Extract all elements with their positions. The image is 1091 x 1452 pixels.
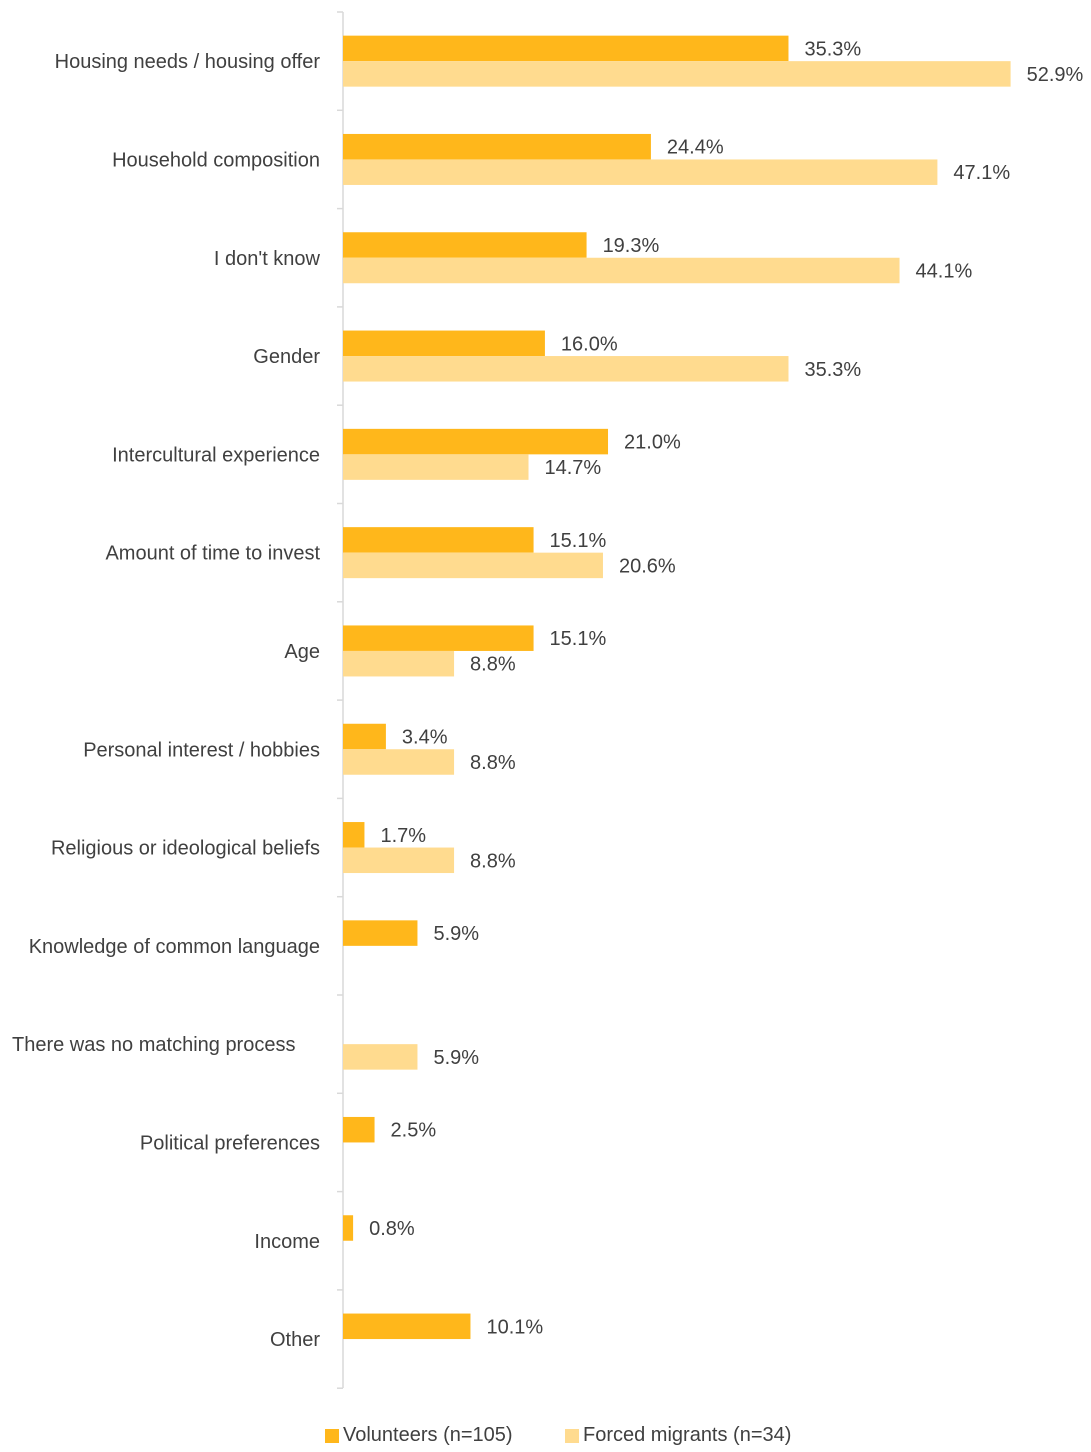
bar-forced-migrants-housing-needs-housing-offer	[343, 61, 1011, 87]
category-label-intercultural-experience: Intercultural experience	[112, 444, 320, 466]
data-label-forced-migrants-household-composition: 47.1%	[953, 162, 1010, 184]
bar-forced-migrants-intercultural-experience	[343, 454, 529, 480]
data-label-forced-migrants-religious-or-ideological-beliefs: 8.8%	[470, 850, 516, 872]
bar-volunteers-other	[343, 1313, 471, 1340]
bar-forced-migrants-gender	[343, 356, 789, 382]
category-label-knowledge-of-common-language: Knowledge of common language	[29, 936, 320, 958]
data-label-forced-migrants-housing-needs-housing-offer: 52.9%	[1027, 64, 1084, 86]
bar-forced-migrants-personal-interest-hobbies	[343, 749, 455, 775]
category-label-religious-or-ideological-beliefs: Religious or ideological beliefs	[51, 838, 320, 860]
bar-forced-migrants-i-don-t-know	[343, 257, 900, 284]
category-label-age: Age	[284, 641, 320, 663]
legend-swatch-forced-migrants	[565, 1428, 579, 1443]
category-label-other: Other	[270, 1329, 320, 1351]
bar-volunteers-personal-interest-hobbies	[343, 723, 386, 750]
data-label-volunteers-political-preferences: 2.5%	[391, 1120, 437, 1142]
data-label-forced-migrants-amount-of-time-to-invest: 20.6%	[619, 555, 676, 577]
bar-volunteers-political-preferences	[343, 1116, 375, 1143]
category-label-income: Income	[254, 1231, 320, 1253]
data-label-forced-migrants-intercultural-experience: 14.7%	[545, 457, 602, 479]
data-label-volunteers-age: 15.1%	[550, 628, 607, 650]
bar-volunteers-gender	[343, 330, 545, 357]
bar-volunteers-housing-needs-housing-offer	[343, 35, 789, 62]
data-label-volunteers-knowledge-of-common-language: 5.9%	[433, 923, 479, 945]
data-label-forced-migrants-there-was-no-matching-process: 5.9%	[433, 1047, 479, 1069]
bar-volunteers-age	[343, 625, 534, 651]
data-label-volunteers-i-don-t-know: 19.3%	[603, 235, 660, 257]
bar-forced-migrants-there-was-no-matching-process	[343, 1044, 418, 1070]
category-label-housing-needs-housing-offer: Housing needs / housing offer	[55, 51, 321, 73]
bar-chart: Housing needs / housing offer 35.3% 52.9% H…	[12, 11, 1084, 1389]
data-label-forced-migrants-gender: 35.3%	[804, 359, 861, 381]
legend-item-forced-migrants: Forced migrants (n=34)	[565, 1424, 791, 1447]
bar-volunteers-income	[343, 1215, 354, 1241]
category-label-gender: Gender	[253, 346, 320, 368]
category-label-there-was-no-matching-process: There was no matching process	[12, 1034, 295, 1056]
data-label-forced-migrants-personal-interest-hobbies: 8.8%	[470, 752, 516, 774]
bar-forced-migrants-age	[343, 650, 455, 677]
bar-volunteers-household-composition	[343, 133, 651, 160]
data-label-volunteers-amount-of-time-to-invest: 15.1%	[550, 530, 607, 552]
data-label-volunteers-income: 0.8%	[369, 1218, 415, 1240]
category-label-political-preferences: Political preferences	[140, 1132, 320, 1154]
data-label-volunteers-religious-or-ideological-beliefs: 1.7%	[380, 825, 426, 847]
legend-label-volunteers: Volunteers (n=105)	[343, 1424, 513, 1446]
bar-forced-migrants-religious-or-ideological-beliefs	[343, 847, 455, 874]
legend-swatch-volunteers	[325, 1428, 339, 1443]
legend-label-forced-migrants: Forced migrants (n=34)	[583, 1424, 792, 1446]
category-label-household-composition: Household composition	[112, 149, 320, 171]
labels-group: Housing needs / housing offer 35.3% 52.9% H…	[12, 38, 1084, 1351]
category-label-personal-interest-hobbies: Personal interest / hobbies	[83, 739, 320, 761]
legend-item-volunteers: Volunteers (n=105)	[325, 1424, 513, 1447]
axis-ticks	[337, 11, 343, 1389]
bar-forced-migrants-amount-of-time-to-invest	[343, 552, 603, 579]
category-label-i-don-t-know: I don't know	[214, 248, 321, 270]
data-label-forced-migrants-i-don-t-know: 44.1%	[916, 261, 973, 283]
data-label-volunteers-gender: 16.0%	[561, 333, 618, 355]
bar-volunteers-knowledge-of-common-language	[343, 920, 418, 946]
data-label-forced-migrants-age: 8.8%	[470, 654, 516, 676]
bar-volunteers-intercultural-experience	[343, 428, 609, 455]
bar-volunteers-religious-or-ideological-beliefs	[343, 822, 365, 848]
data-label-volunteers-household-composition: 24.4%	[667, 137, 724, 159]
data-label-volunteers-other: 10.1%	[486, 1316, 543, 1338]
bars-group	[343, 35, 1011, 1340]
data-label-volunteers-intercultural-experience: 21.0%	[624, 432, 681, 454]
category-label-amount-of-time-to-invest: Amount of time to invest	[105, 543, 320, 565]
legend: Volunteers (n=105) Forced migrants (n=34…	[0, 1424, 1091, 1452]
bar-volunteers-i-don-t-know	[343, 232, 587, 258]
data-label-volunteers-housing-needs-housing-offer: 35.3%	[804, 38, 861, 60]
bar-volunteers-amount-of-time-to-invest	[343, 527, 534, 553]
bar-forced-migrants-household-composition	[343, 159, 938, 185]
data-label-volunteers-personal-interest-hobbies: 3.4%	[402, 727, 448, 749]
